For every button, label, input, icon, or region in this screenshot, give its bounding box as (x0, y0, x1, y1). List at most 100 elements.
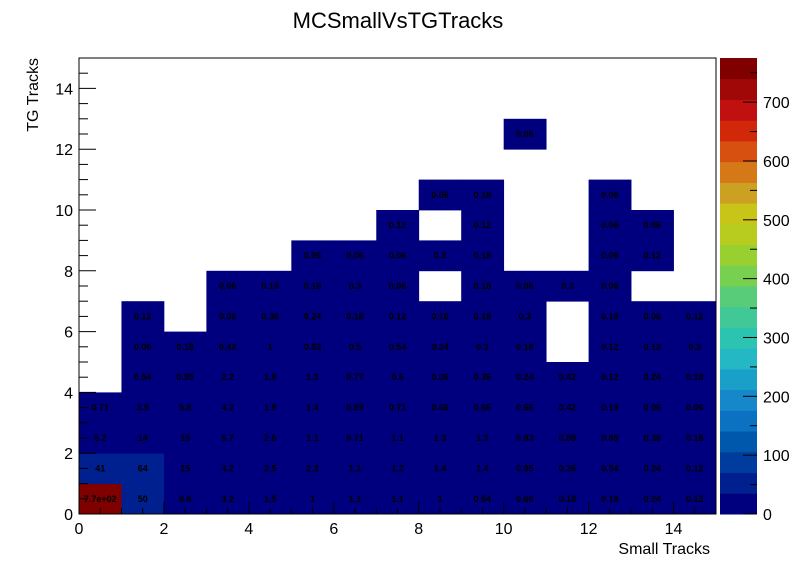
heatmap-cell (418, 453, 462, 484)
heatmap-cell (461, 270, 505, 302)
heatmap-cell (418, 331, 462, 363)
heatmap-cell (206, 362, 250, 393)
cell-value-label: 15 (180, 463, 190, 473)
cell-value-label: 3.5 (136, 403, 149, 413)
heatmap-cell (121, 362, 165, 393)
cell-value-label: 0.54 (134, 372, 152, 382)
cell-value-label: 0.06 (601, 190, 619, 200)
palette-tick-label: 700 (763, 95, 790, 112)
heatmap-cell (376, 210, 420, 241)
cell-value-label: 0.12 (134, 311, 152, 321)
cell-value-label: 0.36 (474, 372, 492, 382)
cell-value-label: 0.18 (346, 311, 364, 321)
cell-value-label: 0.36 (644, 433, 662, 443)
heatmap-cell (333, 240, 377, 272)
heatmap-cell (546, 270, 589, 302)
palette-tick-label: 500 (763, 213, 790, 230)
cell-value-label: 0.18 (176, 342, 194, 352)
heatmap-cell (418, 301, 462, 332)
cell-value-label: 0.06 (601, 281, 619, 291)
cell-value-label: 0.18 (516, 342, 534, 352)
heatmap-cell (248, 331, 292, 363)
palette-swatch (720, 140, 757, 163)
palette-swatch (720, 203, 757, 225)
cell-value-label: 0.18 (559, 494, 577, 504)
x-tick-label: 14 (665, 521, 683, 538)
heatmap-cell (206, 270, 250, 302)
heatmap-cell (461, 422, 505, 454)
heatmap-cell (163, 422, 207, 454)
x-tick-label: 0 (75, 521, 84, 538)
palette-swatch (720, 182, 757, 204)
heatmap-cell (461, 179, 505, 211)
heatmap-cell (163, 392, 207, 424)
cell-value-label: 8.8 (179, 494, 192, 504)
cell-value-label: 0.5 (349, 342, 362, 352)
cell-value-label: 1.4 (306, 403, 319, 413)
heatmap-cell (206, 422, 250, 454)
cell-value-label: 0.06 (686, 403, 704, 413)
cell-value-label: 2.3 (306, 463, 319, 473)
heatmap-cell (503, 453, 547, 484)
heatmap-cell (461, 301, 505, 332)
y-tick-label: 10 (55, 203, 73, 220)
palette-swatch (720, 120, 757, 142)
cell-value-label: 2.2 (221, 372, 234, 382)
heatmap-cell (588, 453, 632, 484)
cell-value-label: 0.18 (601, 403, 619, 413)
cell-value-label: 0.06 (219, 281, 237, 291)
cell-value-label: 0.06 (431, 190, 449, 200)
cell-value-label: 1.3 (434, 433, 447, 443)
heatmap-cell (291, 331, 335, 363)
cell-value-label: 0.66 (516, 403, 534, 413)
heatmap-cell (588, 362, 632, 393)
heatmap-cell (376, 331, 420, 363)
cell-value-label: 0.12 (389, 311, 407, 321)
heatmap-cell (291, 240, 335, 272)
heatmap-cell (503, 331, 547, 363)
cell-value-label: 7.7e+02 (84, 494, 117, 504)
color-palette-axis: 0 100 200 300 400 500 600 700 (720, 58, 790, 524)
cell-value-label: 0.06 (601, 251, 619, 261)
cell-value-label: 0.54 (601, 463, 619, 473)
heatmap-cell (673, 362, 717, 393)
cell-value-label: 2.5 (264, 463, 277, 473)
cell-value-label: 0.18 (474, 251, 492, 261)
heatmap-cell (673, 331, 717, 363)
heatmap-cell (503, 392, 547, 424)
cell-value-label: 0.89 (601, 433, 619, 443)
heatmap-cell (121, 392, 165, 424)
cell-value-label: 0.18 (474, 311, 492, 321)
palette-swatch (720, 389, 757, 411)
cell-value-label: 0.6 (391, 372, 404, 382)
palette-swatch (720, 161, 757, 183)
cell-value-label: 3.2 (221, 494, 234, 504)
palette-swatch (720, 265, 757, 287)
cell-value-label: 0.06 (389, 281, 407, 291)
cell-value-label: 1.8 (264, 372, 277, 382)
cell-value-label: 0.95 (176, 372, 194, 382)
heatmap-cell (248, 301, 292, 332)
cell-value-label: 0.42 (559, 372, 577, 382)
cell-value-label: 0.12 (389, 220, 407, 230)
heatmap-cell (376, 301, 420, 332)
heatmap-cell (291, 422, 335, 454)
palette-tick-label: 0 (763, 507, 772, 524)
heatmap-cell (333, 331, 377, 363)
cell-value-label: 1.4 (434, 463, 447, 473)
heatmap-cell (673, 301, 717, 332)
cell-value-label: 0.24 (516, 372, 534, 382)
heatmap-cell (418, 392, 462, 424)
heatmap-cell (588, 210, 632, 241)
cell-value-label: 50 (138, 494, 148, 504)
cell-value-label: 0.06 (644, 311, 662, 321)
heatmap-cell (673, 453, 717, 484)
heatmap-cell (121, 453, 165, 484)
cell-value-label: 0.12 (686, 494, 704, 504)
heatmap-cell (376, 453, 420, 484)
heatmap-cell (461, 240, 505, 272)
cell-value-label: 0.18 (474, 281, 492, 291)
heatmap-cell (376, 422, 420, 454)
x-tick-label: 4 (244, 521, 253, 538)
